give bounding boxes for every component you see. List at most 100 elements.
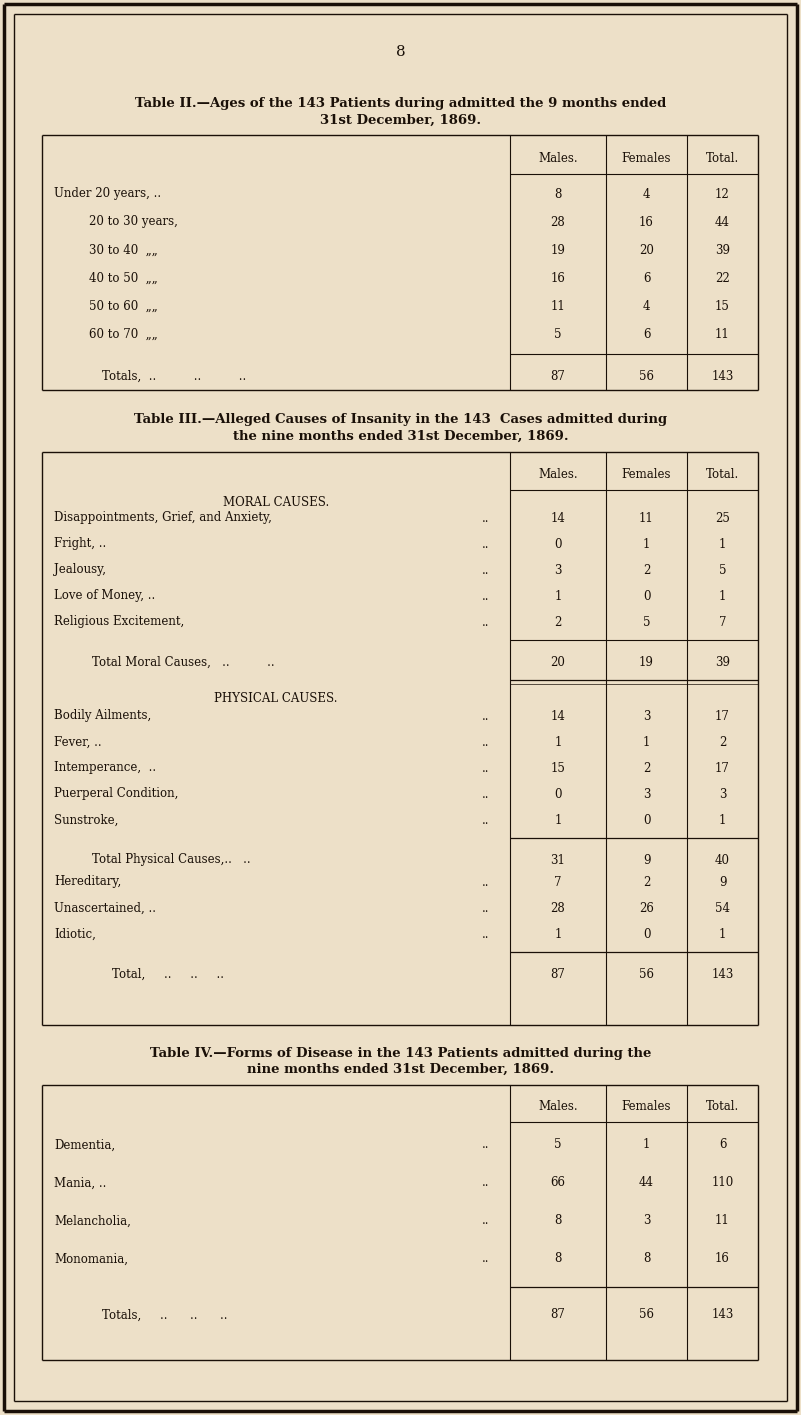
Text: 20 to 30 years,: 20 to 30 years, [74,215,178,228]
Text: 0: 0 [642,590,650,603]
Text: 8: 8 [554,188,562,201]
Text: ..: .. [482,511,489,525]
Text: 44: 44 [639,1176,654,1190]
Text: 6: 6 [718,1139,727,1152]
Text: 30 to 40  „„: 30 to 40 „„ [74,243,158,256]
Text: Disappointments, Grief, and Anxiety,: Disappointments, Grief, and Anxiety, [54,511,272,525]
Text: Males.: Males. [538,151,578,164]
Text: 26: 26 [639,901,654,914]
Text: Males.: Males. [538,467,578,481]
Text: 31st December, 1869.: 31st December, 1869. [320,113,481,126]
Text: 20: 20 [550,655,566,668]
Text: Melancholia,: Melancholia, [54,1214,131,1227]
Text: Intemperance,  ..: Intemperance, .. [54,761,156,774]
Text: Unascertained, ..: Unascertained, .. [54,901,156,914]
Text: 8: 8 [643,1252,650,1265]
Text: 3: 3 [642,1214,650,1227]
Text: Idiotic,: Idiotic, [54,927,96,941]
Text: ..: .. [482,1139,489,1152]
Text: 8: 8 [554,1214,562,1227]
Text: 40 to 50  „„: 40 to 50 „„ [74,272,158,284]
Text: Under 20 years, ..: Under 20 years, .. [54,188,161,201]
Text: 143: 143 [711,968,734,981]
Text: 1: 1 [554,590,562,603]
Text: 5: 5 [554,1139,562,1152]
Text: 1: 1 [554,927,562,941]
Text: Totals,  ..          ..          ..: Totals, .. .. .. [102,369,246,382]
Text: 143: 143 [711,369,734,382]
Text: ..: .. [482,927,489,941]
Text: 28: 28 [550,215,566,228]
Text: 54: 54 [715,901,730,914]
Text: 16: 16 [715,1252,730,1265]
Text: 50 to 60  „„: 50 to 60 „„ [74,300,158,313]
Text: 16: 16 [639,215,654,228]
Text: 0: 0 [554,538,562,550]
Text: nine months ended 31st December, 1869.: nine months ended 31st December, 1869. [247,1063,554,1075]
Text: 1: 1 [554,814,562,826]
Text: 11: 11 [715,327,730,341]
Text: Females: Females [622,1099,671,1112]
Text: 8: 8 [554,1252,562,1265]
Text: 12: 12 [715,188,730,201]
Text: MORAL CAUSES.: MORAL CAUSES. [223,497,329,509]
Text: Love of Money, ..: Love of Money, .. [54,590,155,603]
Text: Females: Females [622,467,671,481]
Text: Total.: Total. [706,1099,739,1112]
Text: ..: .. [482,1176,489,1190]
Text: 1: 1 [643,538,650,550]
Text: Fright, ..: Fright, .. [54,538,107,550]
Text: 11: 11 [639,511,654,525]
Text: ..: .. [482,901,489,914]
Text: 5: 5 [554,327,562,341]
Text: 60 to 70  „„: 60 to 70 „„ [74,327,158,341]
Text: 1: 1 [718,538,727,550]
Text: 5: 5 [718,563,727,576]
Text: 14: 14 [550,709,566,723]
Text: 14: 14 [550,511,566,525]
Text: 6: 6 [642,327,650,341]
Text: the nine months ended 31st December, 1869.: the nine months ended 31st December, 186… [232,430,569,443]
Text: Males.: Males. [538,1099,578,1112]
Text: 3: 3 [554,563,562,576]
Text: 4: 4 [642,188,650,201]
Text: 3: 3 [642,709,650,723]
Text: 1: 1 [718,927,727,941]
Text: Total,     ..     ..     ..: Total, .. .. .. [112,968,224,981]
Text: 2: 2 [643,761,650,774]
Text: 2: 2 [643,563,650,576]
Text: 1: 1 [643,736,650,749]
Text: ..: .. [482,761,489,774]
Text: Dementia,: Dementia, [54,1139,115,1152]
Text: Total.: Total. [706,151,739,164]
Text: ..: .. [482,876,489,889]
Text: ..: .. [482,563,489,576]
Text: ..: .. [482,590,489,603]
Text: 11: 11 [715,1214,730,1227]
Text: 87: 87 [550,968,566,981]
Text: 11: 11 [550,300,566,313]
Text: 25: 25 [715,511,730,525]
Text: ..: .. [482,788,489,801]
Text: 15: 15 [550,761,566,774]
Text: 87: 87 [550,369,566,382]
Text: 66: 66 [550,1176,566,1190]
Text: ..: .. [482,1214,489,1227]
Text: 3: 3 [718,788,727,801]
Text: Sunstroke,: Sunstroke, [54,814,119,826]
Text: 110: 110 [711,1176,734,1190]
Text: Table III.—Alleged Causes of Insanity in the 143  Cases admitted during: Table III.—Alleged Causes of Insanity in… [134,413,667,426]
Text: 2: 2 [643,876,650,889]
Text: 7: 7 [718,616,727,628]
Text: ..: .. [482,538,489,550]
Text: ..: .. [482,736,489,749]
Text: 2: 2 [554,616,562,628]
Text: 7: 7 [554,876,562,889]
Text: 39: 39 [715,243,730,256]
Text: 8: 8 [396,45,405,59]
Text: 16: 16 [550,272,566,284]
Text: ..: .. [482,1252,489,1265]
Text: ..: .. [482,709,489,723]
Text: 9: 9 [642,853,650,866]
Text: 2: 2 [718,736,727,749]
